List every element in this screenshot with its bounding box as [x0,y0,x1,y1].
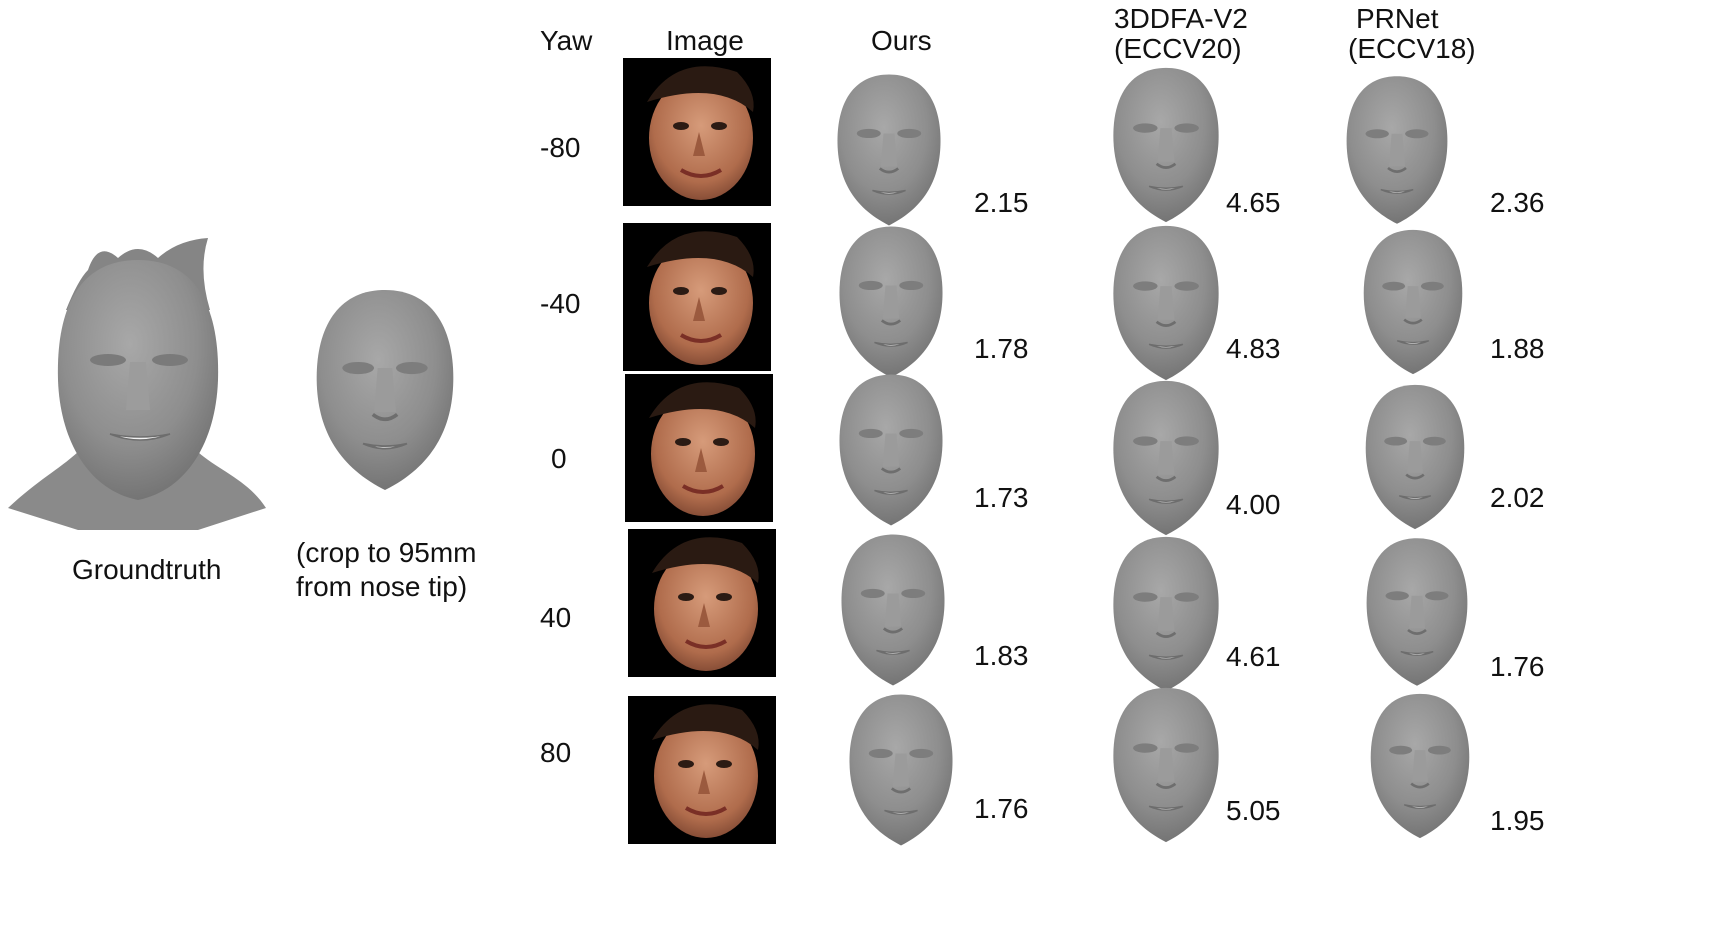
ours-error-row-5: 1.76 [974,793,1029,824]
prnet-error-row-3: 2.02 [1490,482,1545,513]
ours-mesh-row-3 [838,373,944,527]
prnet-mesh-row-1 [1345,74,1449,226]
ours-error-row-4: 1.83 [974,640,1029,671]
ddfa-header-line1: 3DDFA-V2 [1114,3,1248,34]
yaw-row-1: -80 [540,132,581,163]
image-row-4 [626,527,778,679]
crop-note-line1: (crop to 95mm [296,537,477,568]
image-row-3 [623,372,775,524]
ddfa-mesh-row-4 [1111,535,1221,693]
prnet-header-line2: (ECCV18) [1348,33,1476,64]
groundtruth-mesh [8,238,266,530]
ddfa-header-line2: (ECCV20) [1114,33,1242,64]
ddfa-error-row-2: 4.83 [1226,333,1281,364]
ddfa-mesh-row-1 [1111,66,1221,224]
ddfa-error-row-3: 4.00 [1226,489,1281,520]
yaw-row-2: -40 [540,288,581,319]
cropped-mesh [314,288,456,492]
ours-header: Ours [871,25,932,56]
prnet-error-row-2: 1.88 [1490,333,1545,364]
ours-error-row-2: 1.78 [974,333,1029,364]
ours-mesh-row-4 [840,533,946,687]
yaw-row-4: 40 [540,602,572,633]
prnet-header-line1: PRNet [1356,3,1439,34]
ddfa-error-row-1: 4.65 [1226,187,1281,218]
image-header: Image [666,25,744,56]
ours-mesh-row-2 [838,225,944,379]
ddfa-mesh-row-3 [1111,379,1221,537]
groundtruth-label: Groundtruth [72,554,222,585]
image-row-2 [621,221,773,373]
prnet-mesh-row-2 [1362,228,1464,376]
prnet-error-row-1: 2.36 [1490,187,1545,218]
prnet-mesh-row-3 [1364,383,1466,531]
yaw-row-5: 80 [540,737,572,768]
image-row-5 [626,694,778,846]
prnet-error-row-4: 1.76 [1490,651,1545,682]
ddfa-error-row-5: 5.05 [1226,795,1281,826]
ddfa-mesh-row-5 [1111,686,1221,844]
prnet-error-row-5: 1.95 [1490,805,1545,836]
ours-error-row-3: 1.73 [974,482,1029,513]
image-row-1 [621,56,773,208]
prnet-mesh-row-5 [1369,692,1471,840]
prnet-mesh-row-4 [1365,536,1469,688]
ddfa-error-row-4: 4.61 [1226,641,1281,672]
yaw-header: Yaw [540,25,593,56]
yaw-row-3: 0 [551,443,567,474]
ours-error-row-1: 2.15 [974,187,1029,218]
ddfa-mesh-row-2 [1111,224,1221,382]
crop-note-line2: from nose tip) [296,571,468,602]
ours-mesh-row-5 [848,693,954,847]
ours-mesh-row-1 [836,73,942,227]
